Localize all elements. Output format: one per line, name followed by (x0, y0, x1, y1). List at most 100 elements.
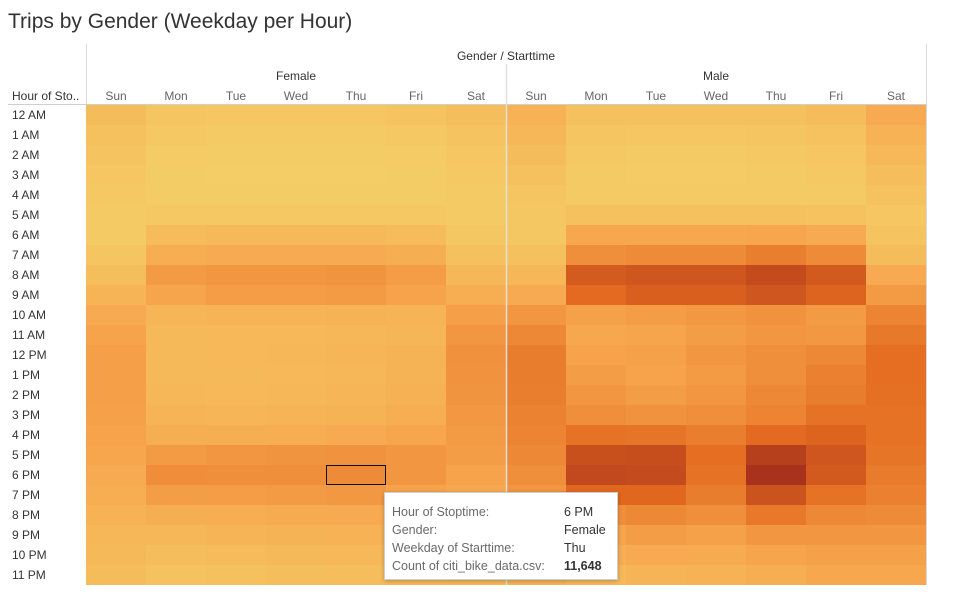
heatmap-cell[interactable] (746, 265, 806, 285)
heatmap-cell[interactable] (506, 405, 566, 425)
heatmap-cell[interactable] (86, 245, 146, 265)
heatmap-cell[interactable] (566, 385, 626, 405)
heatmap-cell[interactable] (146, 505, 206, 525)
heatmap-cell[interactable] (326, 425, 386, 445)
heatmap-cell[interactable] (626, 265, 686, 285)
heatmap-cell[interactable] (566, 285, 626, 305)
heatmap-cell[interactable] (446, 325, 506, 345)
heatmap-cell[interactable] (326, 505, 386, 525)
heatmap-cell[interactable] (326, 205, 386, 225)
heatmap-cell[interactable] (446, 145, 506, 165)
heatmap-cell[interactable] (626, 485, 686, 505)
heatmap-cell[interactable] (806, 305, 866, 325)
heatmap-cell[interactable] (446, 345, 506, 365)
heatmap-cell[interactable] (566, 225, 626, 245)
heatmap-cell[interactable] (746, 345, 806, 365)
heatmap-cell[interactable] (866, 145, 926, 165)
heatmap-cell[interactable] (266, 205, 326, 225)
heatmap-cell[interactable] (506, 425, 566, 445)
heatmap-cell[interactable] (626, 225, 686, 245)
heatmap-cell[interactable] (866, 465, 926, 485)
heatmap-cell[interactable] (746, 445, 806, 465)
heatmap-cell[interactable] (506, 305, 566, 325)
heatmap-cell[interactable] (326, 305, 386, 325)
heatmap-cell[interactable] (866, 385, 926, 405)
heatmap-cell[interactable] (806, 505, 866, 525)
heatmap-cell[interactable] (326, 265, 386, 285)
heatmap-cell[interactable] (206, 545, 266, 565)
heatmap-cell[interactable] (86, 425, 146, 445)
heatmap-cell[interactable] (386, 405, 446, 425)
heatmap-cell[interactable] (806, 465, 866, 485)
heatmap-cell[interactable] (626, 325, 686, 345)
heatmap-cell[interactable] (686, 385, 746, 405)
heatmap-cell[interactable] (626, 105, 686, 125)
heatmap-cell[interactable] (446, 245, 506, 265)
heatmap-cell[interactable] (146, 425, 206, 445)
heatmap-cell[interactable] (566, 125, 626, 145)
heatmap-cell[interactable] (206, 105, 266, 125)
heatmap-cell[interactable] (446, 365, 506, 385)
heatmap-cell[interactable] (806, 105, 866, 125)
heatmap-cell[interactable] (806, 525, 866, 545)
heatmap-cell[interactable] (86, 125, 146, 145)
heatmap-cell[interactable] (866, 305, 926, 325)
heatmap-cell[interactable] (386, 225, 446, 245)
heatmap-cell[interactable] (446, 265, 506, 285)
heatmap-cell[interactable] (566, 365, 626, 385)
heatmap-cell[interactable] (266, 345, 326, 365)
heatmap-cell[interactable] (626, 345, 686, 365)
heatmap-cell[interactable] (86, 525, 146, 545)
heatmap-cell[interactable] (326, 145, 386, 165)
heatmap-cell[interactable] (266, 325, 326, 345)
heatmap-cell[interactable] (86, 325, 146, 345)
heatmap-cell[interactable] (866, 125, 926, 145)
heatmap-cell[interactable] (686, 245, 746, 265)
heatmap-cell[interactable] (446, 405, 506, 425)
heatmap-cell[interactable] (86, 305, 146, 325)
heatmap-cell[interactable] (506, 165, 566, 185)
heatmap-cell[interactable] (326, 385, 386, 405)
heatmap-cell[interactable] (386, 325, 446, 345)
heatmap-cell[interactable] (386, 265, 446, 285)
heatmap-cell[interactable] (86, 545, 146, 565)
heatmap-cell[interactable] (806, 445, 866, 465)
heatmap-cell[interactable] (146, 365, 206, 385)
heatmap-cell[interactable] (626, 525, 686, 545)
heatmap-cell[interactable] (266, 105, 326, 125)
heatmap-cell[interactable] (866, 505, 926, 525)
heatmap-cell[interactable] (686, 165, 746, 185)
heatmap-cell[interactable] (806, 325, 866, 345)
heatmap-cell[interactable] (866, 405, 926, 425)
heatmap-cell[interactable] (686, 205, 746, 225)
heatmap-cell[interactable] (566, 145, 626, 165)
heatmap-cell[interactable] (686, 425, 746, 445)
heatmap-cell[interactable] (686, 185, 746, 205)
heatmap-cell[interactable] (506, 205, 566, 225)
heatmap-cell[interactable] (686, 345, 746, 365)
heatmap-cell[interactable] (326, 485, 386, 505)
heatmap-cell[interactable] (266, 265, 326, 285)
heatmap-cell[interactable] (206, 405, 266, 425)
heatmap-cell[interactable] (206, 345, 266, 365)
heatmap-cell[interactable] (806, 125, 866, 145)
heatmap-cell[interactable] (446, 165, 506, 185)
heatmap-cell[interactable] (446, 425, 506, 445)
heatmap-cell[interactable] (746, 545, 806, 565)
heatmap-cell[interactable] (626, 565, 686, 585)
heatmap-cell[interactable] (386, 425, 446, 445)
heatmap-cell[interactable] (566, 325, 626, 345)
heatmap-cell[interactable] (386, 245, 446, 265)
heatmap-cell[interactable] (206, 305, 266, 325)
heatmap-cell[interactable] (206, 165, 266, 185)
heatmap-cell[interactable] (86, 265, 146, 285)
heatmap-cell[interactable] (326, 225, 386, 245)
heatmap-cell[interactable] (206, 485, 266, 505)
heatmap-cell[interactable] (86, 225, 146, 245)
heatmap-cell[interactable] (566, 265, 626, 285)
heatmap-cell[interactable] (446, 305, 506, 325)
heatmap-cell[interactable] (266, 185, 326, 205)
heatmap-cell[interactable] (386, 205, 446, 225)
heatmap-cell[interactable] (866, 325, 926, 345)
heatmap-cell[interactable] (446, 125, 506, 145)
